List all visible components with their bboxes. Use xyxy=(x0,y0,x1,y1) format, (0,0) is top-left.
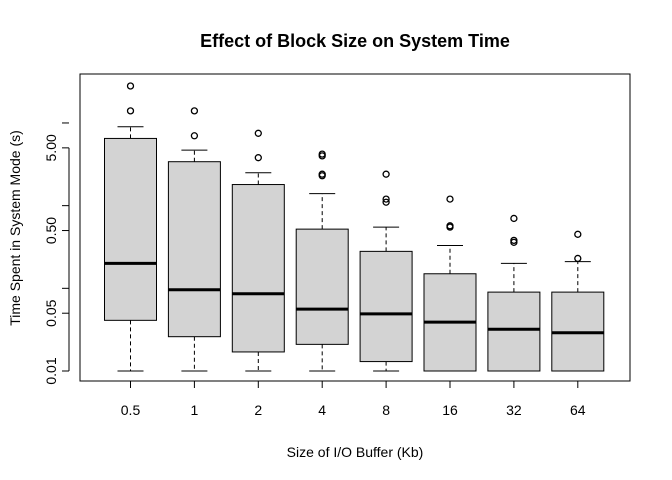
outlier-6-2 xyxy=(510,238,518,246)
chart-marks: 0.01 0.05 0.50 5.00 0.5 1 2 4 8 16 32 64 xyxy=(43,82,605,418)
chart-title: Effect of Block Size on System Time xyxy=(200,31,510,51)
box-2 xyxy=(231,184,285,353)
outlier-1-0 xyxy=(190,107,199,115)
box-0 xyxy=(104,137,157,321)
outlier-5-2 xyxy=(446,223,454,231)
x-tick-label-0: 0.5 xyxy=(121,402,141,418)
outlier-1-1 xyxy=(190,132,199,140)
outlier-3-1 xyxy=(318,152,326,160)
y-tick-label-3: 5.00 xyxy=(43,134,59,161)
plot-frame xyxy=(79,73,631,382)
x-tick-label-4: 8 xyxy=(382,402,390,418)
outlier-4-1 xyxy=(382,195,390,203)
x-tick-label-2: 2 xyxy=(254,402,262,418)
y-axis-label: Time Spent in System Mode (s) xyxy=(7,130,23,326)
x-axis-label: Size of I/O Buffer (Kb) xyxy=(287,444,424,460)
box-6 xyxy=(487,291,541,372)
x-tick-label-6: 32 xyxy=(506,402,522,418)
outlier-0-0 xyxy=(126,82,135,90)
x-tick-label-1: 1 xyxy=(191,402,199,418)
y-tick-label-2: 0.50 xyxy=(43,217,59,244)
box-1 xyxy=(167,161,221,338)
y-tick-label-0: 0.01 xyxy=(43,357,59,384)
outlier-4-2 xyxy=(382,198,390,206)
outlier-5-0 xyxy=(446,195,454,203)
outlier-2-1 xyxy=(254,154,262,162)
y-tick-label-1: 0.05 xyxy=(43,299,59,326)
x-tick-label-3: 4 xyxy=(318,402,326,418)
box-4 xyxy=(359,250,413,363)
outlier-0-1 xyxy=(126,107,135,115)
outlier-6-0 xyxy=(510,214,518,223)
box-3 xyxy=(295,228,349,345)
outlier-2-0 xyxy=(254,129,262,137)
outlier-7-0 xyxy=(574,230,582,238)
outlier-3-3 xyxy=(318,172,326,180)
outlier-7-1 xyxy=(574,254,582,263)
outlier-4-0 xyxy=(382,170,390,178)
x-tick-label-5: 16 xyxy=(442,402,458,418)
x-tick-label-7: 64 xyxy=(570,402,586,418)
